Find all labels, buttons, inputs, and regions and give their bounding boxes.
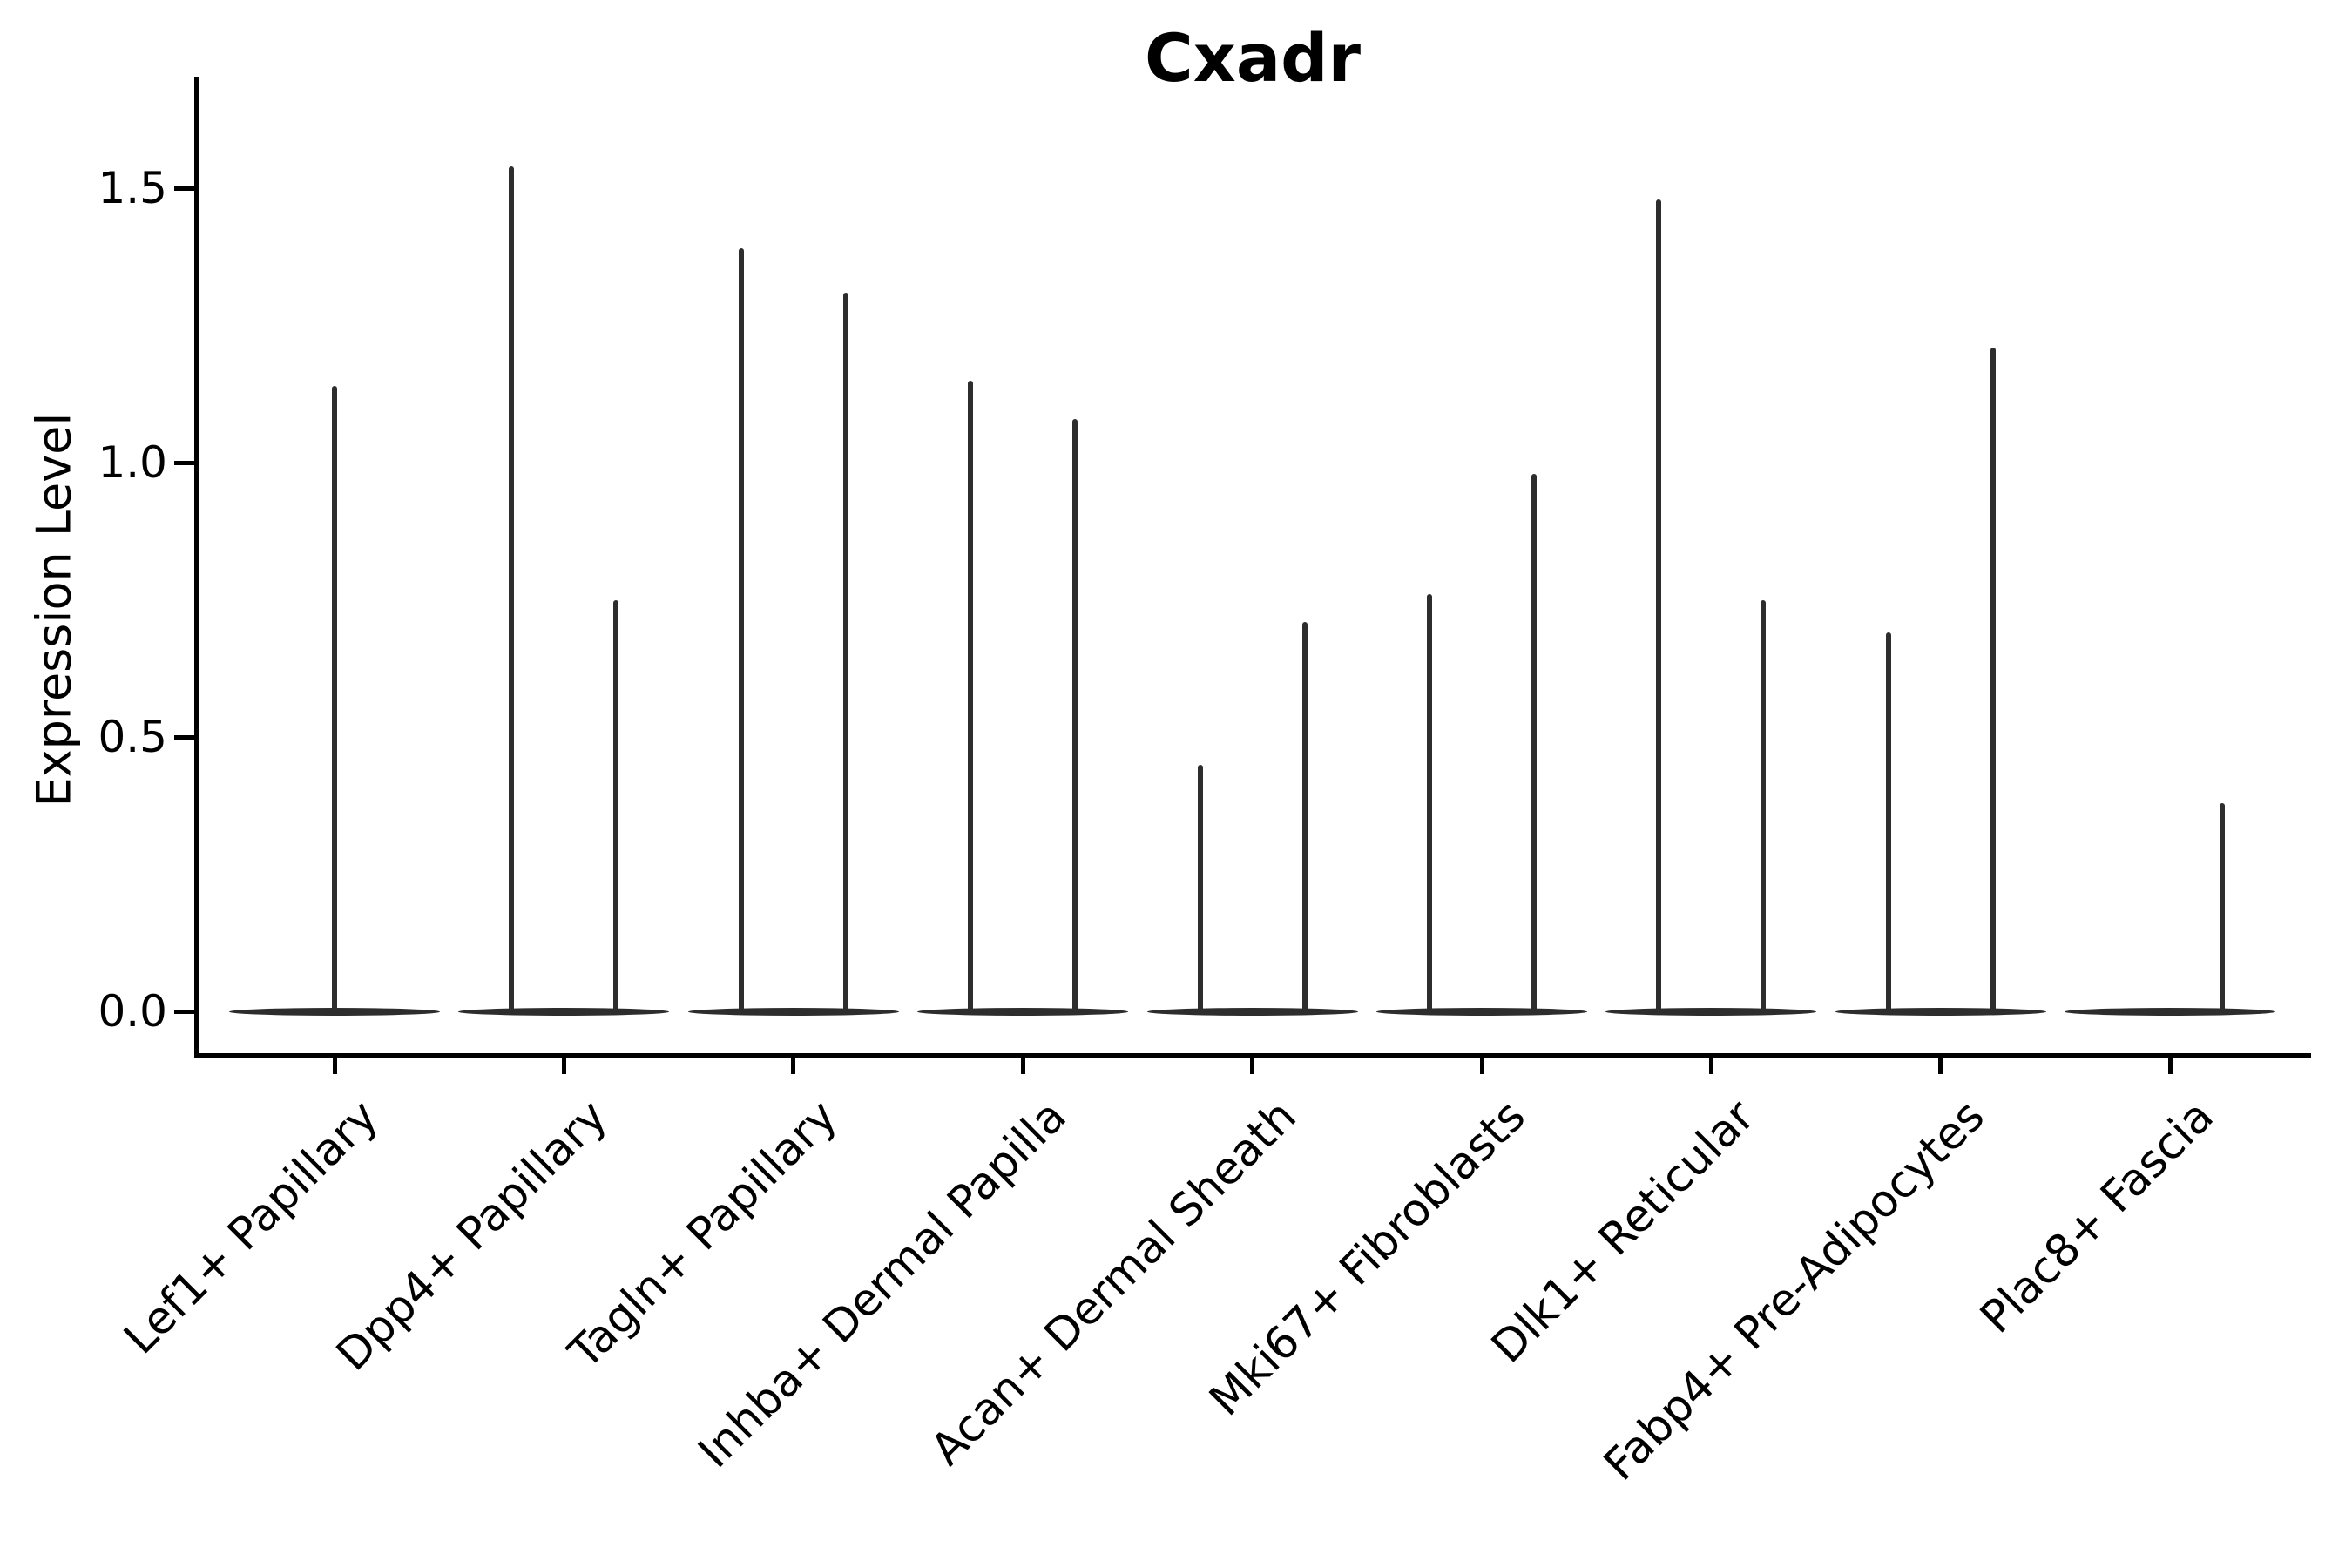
chart-title: Cxadr	[1145, 19, 1361, 97]
violin-spike	[1301, 621, 1308, 1011]
violin-spike	[1656, 199, 1662, 1011]
violin-spike	[509, 166, 515, 1011]
violin-base	[1605, 1007, 1817, 1016]
violin-spike	[1427, 594, 1432, 1011]
y-tick-label: 1.0	[98, 437, 167, 488]
x-tick	[561, 1053, 566, 1074]
violin-spike	[842, 292, 848, 1011]
x-tick-label: Acan+ Dermal Sheath	[921, 1091, 1307, 1477]
y-tick-label: 0.5	[98, 712, 167, 762]
violin-spike	[738, 248, 744, 1011]
x-tick	[1708, 1053, 1713, 1074]
y-tick	[174, 734, 197, 740]
y-tick	[174, 186, 197, 191]
x-tick	[791, 1053, 796, 1074]
violin-base	[917, 1007, 1129, 1016]
violin-base	[1376, 1007, 1587, 1016]
y-axis-line	[194, 77, 199, 1058]
x-tick	[1250, 1053, 1255, 1074]
x-tick	[1020, 1053, 1025, 1074]
y-tick	[174, 460, 197, 465]
violin-spike	[1990, 347, 1996, 1011]
violin-base	[2065, 1007, 2276, 1016]
y-tick-label: 0.0	[98, 986, 167, 1037]
violin-spike	[1072, 418, 1078, 1011]
x-tick	[1479, 1053, 1484, 1074]
x-tick-label: Fabp4+ Pre-Adipocytes	[1594, 1091, 1995, 1491]
violin-base	[458, 1007, 670, 1016]
violin-base	[1146, 1007, 1358, 1016]
x-tick-label: Inhba+ Dermal Papilla	[689, 1091, 1077, 1478]
x-tick	[2167, 1053, 2173, 1074]
violin-spike	[1885, 632, 1891, 1011]
x-tick	[1938, 1053, 1943, 1074]
y-axis-label: Expression Level	[26, 412, 82, 808]
violin-spike	[1197, 764, 1203, 1011]
violin-spike	[1531, 473, 1537, 1011]
violin-spike	[2220, 802, 2226, 1011]
x-tick	[332, 1053, 337, 1074]
violin-base	[229, 1007, 440, 1016]
violin-spike	[1761, 599, 1767, 1011]
y-tick	[174, 1009, 197, 1014]
violin-base	[1835, 1007, 2046, 1016]
violin-spike	[613, 599, 619, 1011]
violin-base	[687, 1007, 899, 1016]
y-tick-label: 1.5	[98, 163, 167, 213]
violin-spike	[968, 380, 974, 1011]
x-tick-label: Plac8+ Fascia	[1970, 1091, 2224, 1344]
violin-spike	[332, 385, 337, 1011]
